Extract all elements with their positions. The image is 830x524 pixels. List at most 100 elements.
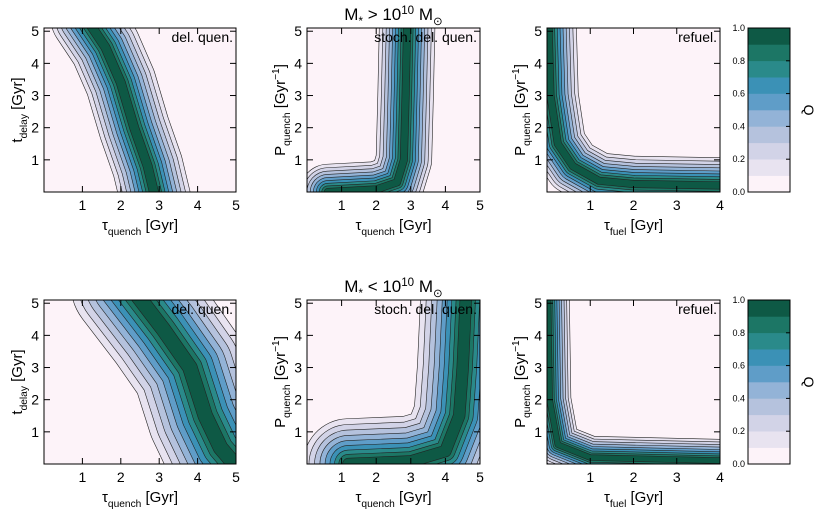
y-tick-label: 5	[31, 295, 39, 311]
y-axis-label-part: −1	[271, 68, 282, 80]
x-axis-label: τquench [Gyr]	[102, 489, 178, 510]
y-tick-label: 1	[534, 424, 542, 440]
annotation: stoch. del. quen.	[374, 29, 477, 45]
y-tick-label: 4	[31, 55, 39, 71]
x-tick-label: 4	[716, 197, 724, 213]
contour-level	[342, 300, 472, 464]
y-axis-label-part: [Gyr	[272, 80, 289, 113]
y-axis-label-part: P	[272, 418, 289, 428]
x-axis-label-part: [Gyr]	[626, 217, 663, 234]
y-tick-label: 5	[294, 23, 302, 39]
y-tick-label: 2	[294, 392, 302, 408]
y-tick-label: 5	[31, 23, 39, 39]
y-tick-label: 1	[294, 424, 302, 440]
x-tick-label: 2	[117, 469, 125, 485]
colorbar-tick-label: 0.4	[732, 393, 745, 403]
x-tick-label: 4	[442, 197, 450, 213]
y-axis-label-part: −1	[511, 68, 522, 80]
y-tick-label: 4	[534, 327, 542, 343]
x-axis-label-part: quench	[108, 499, 141, 510]
y-axis-label-part: [Gyr]	[9, 77, 26, 114]
colorbar-tick-label: 0.6	[732, 361, 745, 371]
plot-frame	[43, 27, 237, 193]
colorbar-tick-label: 1.0	[732, 295, 745, 305]
colorbar-tick-label: 0.8	[732, 56, 745, 66]
x-tick-label: 3	[673, 197, 681, 213]
y-axis-label: Pquench [Gyr−1]	[511, 64, 533, 156]
y-axis-label-part: P	[512, 146, 529, 156]
x-tick-label: 4	[716, 469, 724, 485]
y-tick-label: 1	[294, 152, 302, 168]
y-tick-label: 3	[294, 360, 302, 376]
annotation: refuel.	[678, 301, 717, 317]
x-tick-label: 1	[338, 197, 346, 213]
colorbar-band	[748, 316, 790, 334]
y-axis-label-part: P	[512, 418, 529, 428]
y-tick-label: 2	[294, 120, 302, 136]
y-axis-label-part: ]	[272, 64, 289, 68]
y-tick-label: 5	[534, 295, 542, 311]
row-title-part: M	[344, 5, 358, 24]
y-tick-label: 3	[534, 88, 542, 104]
colorbar-frame	[747, 27, 791, 193]
x-axis-label: τquench [Gyr]	[355, 489, 431, 510]
x-tick-label: 2	[630, 197, 638, 213]
y-axis-label: tdelay [Gyr]	[9, 349, 30, 414]
y-tick-label: 1	[534, 152, 542, 168]
y-tick-label: 4	[534, 55, 542, 71]
colorbar-band	[748, 365, 790, 383]
row-title: M* > 1010 M⊙	[344, 5, 442, 28]
colorbar-band	[748, 332, 790, 350]
x-axis-label-part: τ	[355, 489, 361, 506]
x-tick-label: 1	[79, 197, 87, 213]
x-axis-label: τfuel [Gyr]	[604, 489, 663, 510]
x-tick-label: 2	[372, 197, 380, 213]
row-title-part: > 10	[363, 5, 401, 24]
x-tick-label: 1	[338, 469, 346, 485]
y-axis-label-part: [Gyr	[512, 352, 529, 385]
y-axis-label-part: [Gyr	[512, 80, 529, 113]
y-axis-label-part: [Gyr	[272, 352, 289, 385]
x-tick-label: 2	[630, 469, 638, 485]
y-axis-label: Pquench [Gyr−1]	[271, 336, 293, 428]
x-tick-label: 5	[232, 197, 240, 213]
x-axis-label-part: fuel	[610, 227, 626, 238]
y-tick-label: 4	[294, 55, 302, 71]
x-tick-label: 5	[476, 197, 484, 213]
row-title-part: *	[358, 288, 363, 300]
colorbar-band	[748, 142, 790, 160]
colorbar-tick-label: 1.0	[732, 23, 745, 33]
x-tick-label: 3	[407, 469, 415, 485]
y-axis-label-part: quench	[282, 384, 293, 417]
x-axis-label-part: τ	[102, 217, 108, 234]
x-tick-label: 1	[586, 469, 594, 485]
row-title-part: ⊙	[433, 16, 443, 28]
colorbar-band	[748, 28, 790, 45]
row-title-part: 10	[401, 5, 414, 17]
contours	[307, 300, 480, 464]
colorbar-frame	[747, 299, 791, 465]
colorbar-tick-label: 0.8	[732, 328, 745, 338]
row-title-part: ⊙	[433, 288, 443, 300]
y-axis-label-part: −1	[271, 340, 282, 352]
colorbar-band	[748, 126, 790, 144]
plot-frame	[306, 299, 481, 465]
y-tick-label: 3	[534, 360, 542, 376]
annotation: refuel.	[678, 29, 717, 45]
y-axis-label-part: ]	[272, 336, 289, 340]
y-axis-label-part: ]	[512, 336, 529, 340]
x-axis-label-part: [Gyr]	[626, 489, 663, 506]
x-tick-label: 4	[194, 197, 202, 213]
colorbar-band	[748, 382, 790, 399]
y-tick-label: 1	[31, 424, 39, 440]
y-tick-label: 5	[294, 295, 302, 311]
y-axis-label-part: ]	[512, 64, 529, 68]
plot-frame	[306, 27, 481, 193]
colorbar-band	[748, 93, 790, 111]
row-title-part: 10	[401, 277, 414, 289]
x-axis-label-part: τ	[355, 217, 361, 234]
plot-frame	[43, 299, 237, 465]
x-axis-label-part: [Gyr]	[141, 489, 178, 506]
y-tick-label: 4	[294, 327, 302, 343]
